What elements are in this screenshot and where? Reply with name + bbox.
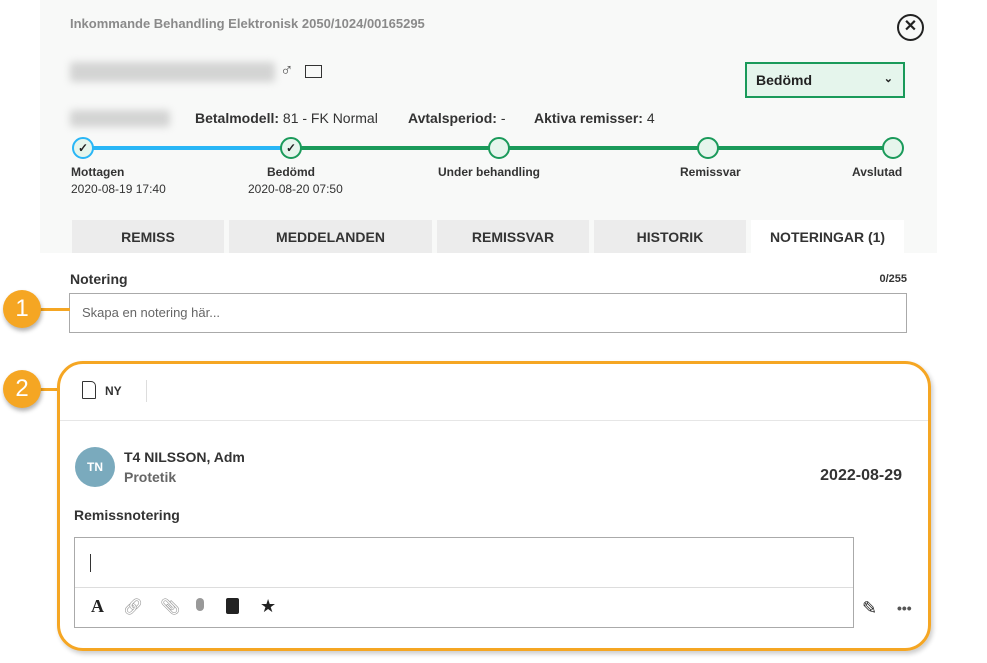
document-icon [82,381,96,399]
chevron-down-icon: ⌄ [883,73,893,85]
page-title: Inkommande Behandling Elektronisk 2050/1… [70,16,425,31]
step-label: Bedömd [267,165,315,179]
close-icon[interactable]: ✕ [897,14,924,41]
step-bedomd: ✓ [280,137,302,159]
divider [60,420,928,421]
pencil-icon[interactable]: ✎ [862,598,878,618]
section-label: Remissnotering [74,507,180,523]
referral-panel [40,0,937,253]
step-avslutad [882,137,904,159]
note-editor[interactable]: A 🔗︎ 📎︎ ★ [74,537,854,628]
patient-name-redacted [70,62,275,82]
divider [146,380,147,402]
step-label: Avslutad [852,165,903,179]
tab-noteringar[interactable]: NOTERINGAR (1) [751,220,904,253]
more-options-icon[interactable]: ••• [897,600,912,616]
note-card [57,361,931,651]
author-name: T4 NILSSON, Adm [124,449,245,465]
book-icon[interactable] [226,598,239,614]
status-value: Bedömd [756,72,812,88]
step-label: Under behandling [438,165,540,179]
callout-line [30,388,60,391]
envelope-icon[interactable] [305,65,322,78]
step-remissvar [697,137,719,159]
betalmodell: Betalmodell: 81 - FK Normal [195,110,378,126]
male-icon: ♂ [280,60,294,80]
avtalsperiod: Avtalsperiod: - [408,110,506,126]
paperclip-icon[interactable]: 📎︎ [160,599,181,616]
step-label: Mottagen [71,165,125,179]
step-mottagen: ✓ [72,137,94,159]
font-icon[interactable]: A [91,596,104,616]
progress-line-done [83,146,291,150]
author-department: Protetik [124,469,177,485]
microphone-icon[interactable] [196,598,204,611]
star-icon[interactable]: ★ [260,596,277,616]
note-date: 2022-08-29 [820,467,902,484]
aktiva-remisser: Aktiva remisser: 4 [534,110,655,126]
note-label: Notering [70,271,128,287]
tab-remiss[interactable]: REMISS [72,220,224,253]
step-date: 2020-08-20 07:50 [248,182,343,196]
text-cursor [90,554,91,572]
new-note-button[interactable]: NY [105,384,122,398]
link-icon[interactable]: 🔗︎ [123,599,144,616]
tab-remissvar[interactable]: REMISSVAR [437,220,589,253]
avatar: TN [75,447,115,487]
tab-meddelanden[interactable]: MEDDELANDEN [229,220,432,253]
note-counter: 0/255 [879,273,907,285]
step-date: 2020-08-19 17:40 [71,182,166,196]
status-select[interactable]: Bedömd ⌄ [745,62,905,98]
tab-historik[interactable]: HISTORIK [594,220,746,253]
progress-line [291,146,893,150]
step-under-behandling [488,137,510,159]
personal-number-redacted [70,110,170,127]
step-label: Remissvar [680,165,741,179]
callout-1: 1 [3,290,41,328]
callout-line [30,308,70,311]
note-input[interactable]: Skapa en notering här... [69,293,907,333]
callout-2: 2 [3,370,41,408]
divider [75,587,853,588]
